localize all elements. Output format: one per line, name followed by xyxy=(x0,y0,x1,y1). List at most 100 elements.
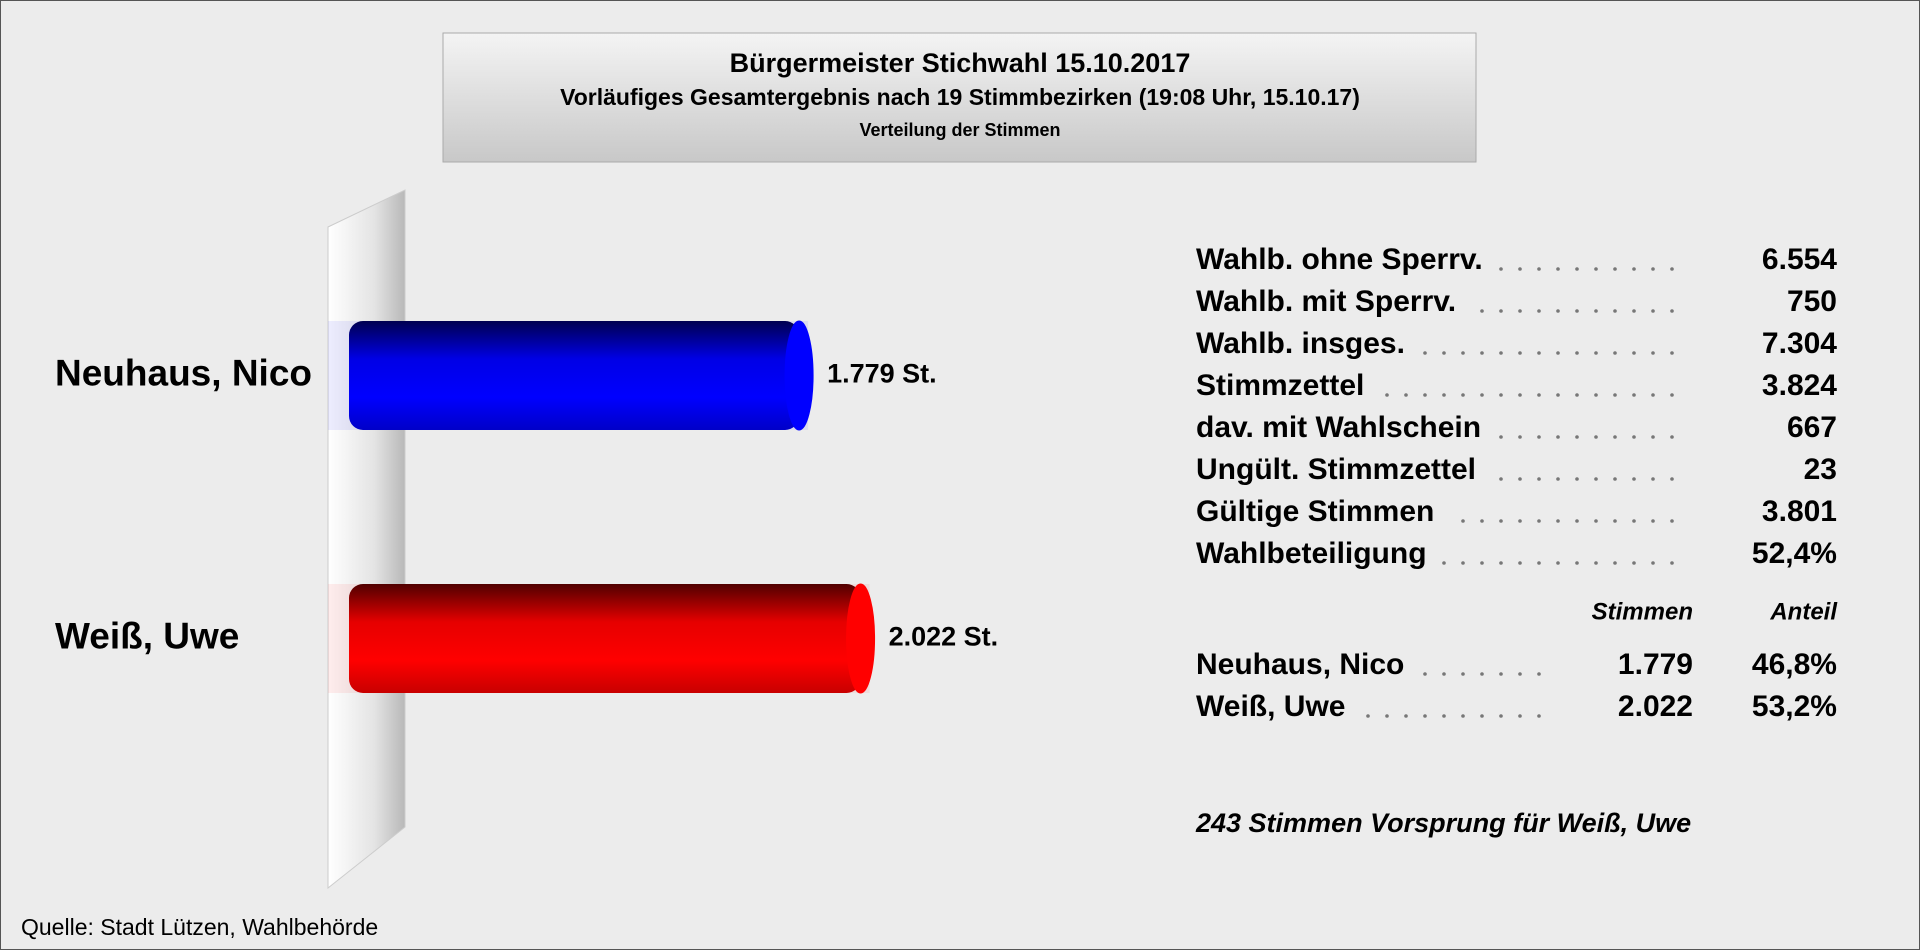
dot-leader xyxy=(1499,435,1503,439)
candidate-votes: 2.022 xyxy=(1618,690,1693,723)
title-box xyxy=(442,32,1477,163)
stat-label: Wahlb. mit Sperrv. xyxy=(1196,285,1456,318)
stat-label: Wahlb. ohne Sperrv. xyxy=(1196,243,1483,276)
dot-leader xyxy=(1518,351,1522,355)
dot-leader xyxy=(1499,393,1503,397)
dot-leader xyxy=(1651,393,1655,397)
stat-value: 23 xyxy=(1804,453,1837,486)
bar-cap xyxy=(784,320,814,431)
dot-leader xyxy=(1651,477,1655,481)
dot-leader xyxy=(1575,393,1579,397)
chart-caption: Verteilung der Stimmen xyxy=(859,120,1060,140)
dot-leader xyxy=(1461,393,1465,397)
stat-value: 7.304 xyxy=(1762,327,1837,360)
dot-leader xyxy=(1651,351,1655,355)
column-header: Anteil xyxy=(1769,598,1838,625)
dot-leader xyxy=(1632,561,1636,565)
dot-leader xyxy=(1518,672,1522,676)
candidate-share: 53,2% xyxy=(1752,690,1837,723)
dot-leader xyxy=(1442,351,1446,355)
dot-leader xyxy=(1404,393,1408,397)
dot-leader xyxy=(1670,477,1674,481)
candidate-name: Neuhaus, Nico xyxy=(1196,648,1404,681)
bar xyxy=(349,321,800,430)
dot-leader xyxy=(1537,477,1541,481)
dot-leader xyxy=(1556,267,1560,271)
dot-leader xyxy=(1594,351,1598,355)
dot-leader xyxy=(1670,309,1674,313)
note: 243 Stimmen Vorsprung für Weiß, Uwe xyxy=(1195,808,1691,838)
dot-leader xyxy=(1461,351,1465,355)
candidate-name: Weiß, Uwe xyxy=(1196,690,1345,723)
dot-leader xyxy=(1499,561,1503,565)
dot-leader xyxy=(1480,672,1484,676)
dot-leader xyxy=(1518,714,1522,718)
stat-label: Gültige Stimmen xyxy=(1196,495,1434,528)
dot-leader xyxy=(1670,351,1674,355)
dot-leader xyxy=(1575,309,1579,313)
dot-leader xyxy=(1556,561,1560,565)
dot-leader xyxy=(1499,309,1503,313)
dot-leader xyxy=(1423,714,1427,718)
dot-leader xyxy=(1613,435,1617,439)
dot-leader xyxy=(1594,561,1598,565)
stat-value: 667 xyxy=(1787,411,1837,444)
dot-leader xyxy=(1442,561,1446,565)
dot-leader xyxy=(1632,309,1636,313)
dot-leader xyxy=(1556,435,1560,439)
dot-leader xyxy=(1594,393,1598,397)
dot-leader xyxy=(1651,519,1655,523)
source: Quelle: Stadt Lützen, Wahlbehörde xyxy=(21,914,378,940)
candidate-share: 46,8% xyxy=(1752,648,1837,681)
dot-leader xyxy=(1537,435,1541,439)
dot-leader xyxy=(1575,351,1579,355)
dot-leader xyxy=(1594,519,1598,523)
stat-label: Wahlb. insges. xyxy=(1196,327,1405,360)
dot-leader xyxy=(1613,267,1617,271)
dot-leader xyxy=(1632,267,1636,271)
dot-leader xyxy=(1480,351,1484,355)
dot-leader xyxy=(1499,267,1503,271)
dot-leader xyxy=(1518,435,1522,439)
value-label: 1.779 St. xyxy=(827,359,937,389)
category-label: Weiß, Uwe xyxy=(55,615,239,656)
dot-leader xyxy=(1670,393,1674,397)
dot-leader xyxy=(1461,672,1465,676)
stat-value: 6.554 xyxy=(1762,243,1837,276)
dot-leader xyxy=(1404,714,1408,718)
dot-leader xyxy=(1480,714,1484,718)
dot-leader xyxy=(1632,477,1636,481)
chart-subtitle: Vorläufiges Gesamtergebnis nach 19 Stimm… xyxy=(560,84,1360,110)
dot-leader xyxy=(1366,714,1370,718)
dot-leader xyxy=(1423,351,1427,355)
dot-leader xyxy=(1556,519,1560,523)
dot-leader xyxy=(1518,267,1522,271)
dot-leader xyxy=(1423,672,1427,676)
stat-value: 3.801 xyxy=(1762,495,1837,528)
stat-label: Wahlbeteiligung xyxy=(1196,537,1427,570)
dot-leader xyxy=(1537,561,1541,565)
dot-leader xyxy=(1556,351,1560,355)
bar-wall xyxy=(327,189,406,890)
dot-leader xyxy=(1575,519,1579,523)
dot-leader xyxy=(1670,519,1674,523)
dot-leader xyxy=(1575,477,1579,481)
dot-leader xyxy=(1613,309,1617,313)
dot-leader xyxy=(1499,351,1503,355)
dot-leader xyxy=(1632,435,1636,439)
category-label: Neuhaus, Nico xyxy=(55,352,312,393)
dot-leader xyxy=(1575,267,1579,271)
stat-value: 52,4% xyxy=(1752,537,1837,570)
dot-leader xyxy=(1442,672,1446,676)
dot-leader xyxy=(1613,351,1617,355)
dot-leader xyxy=(1385,393,1389,397)
dot-leader xyxy=(1423,393,1427,397)
candidate-votes: 1.779 xyxy=(1618,648,1693,681)
dot-leader xyxy=(1670,267,1674,271)
value-label: 2.022 St. xyxy=(889,622,999,652)
stat-value: 3.824 xyxy=(1762,369,1837,402)
dot-leader xyxy=(1613,393,1617,397)
dot-leader xyxy=(1537,672,1541,676)
